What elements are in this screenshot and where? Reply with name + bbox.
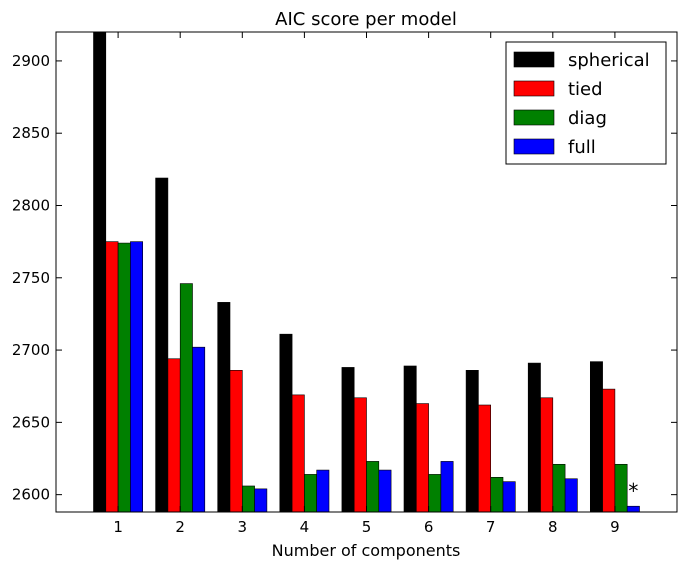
y-tick-label: 2750 <box>12 269 50 287</box>
bar-spherical-1 <box>93 31 107 513</box>
x-tick-label: 7 <box>486 518 496 536</box>
annotation-layer: * <box>628 479 638 503</box>
x-tick-label: 3 <box>238 518 248 536</box>
bar-diag-7 <box>490 476 504 513</box>
x-axis-ticks: 1 2 3 4 5 6 7 8 9 <box>113 32 620 536</box>
y-tick-label: 2850 <box>12 124 50 142</box>
y-tick-label: 2700 <box>12 341 50 359</box>
bars-layer <box>93 31 640 513</box>
legend-label-diag: diag <box>568 108 607 129</box>
y-tick-label: 2650 <box>12 413 50 431</box>
y-tick-label: 2600 <box>12 486 50 504</box>
best-model-marker: * <box>628 479 638 503</box>
bar-tied-5 <box>353 397 367 513</box>
x-tick-label: 2 <box>175 518 185 536</box>
x-axis-label: Number of components <box>272 541 461 560</box>
plot-frame <box>55 31 678 513</box>
x-tick-label: 9 <box>610 518 620 536</box>
legend-swatch-spherical <box>513 51 555 68</box>
legend-swatch-full <box>513 138 555 155</box>
bar-tied-6 <box>415 403 429 513</box>
bar-full-3 <box>254 488 268 513</box>
bar-diag-3 <box>242 485 255 513</box>
bar-spherical-3 <box>217 302 231 513</box>
bar-spherical-4 <box>279 333 293 513</box>
legend-label-full: full <box>568 137 596 158</box>
bar-full-4 <box>316 469 330 513</box>
bar-full-2 <box>192 346 206 513</box>
bar-diag-2 <box>179 283 193 513</box>
bar-full-8 <box>564 478 578 513</box>
bar-full-5 <box>378 469 392 513</box>
bar-spherical-2 <box>155 177 169 513</box>
bar-spherical-9 <box>589 361 603 513</box>
chart-title: AIC score per model <box>275 9 457 30</box>
bar-tied-4 <box>291 394 305 513</box>
bar-tied-9 <box>602 388 616 513</box>
legend-swatch-diag <box>513 109 555 126</box>
x-tick-label: 6 <box>424 518 434 536</box>
bar-diag-6 <box>428 474 442 513</box>
x-tick-label: 4 <box>300 518 310 536</box>
bar-tied-7 <box>478 404 491 513</box>
bar-tied-1 <box>105 241 119 513</box>
legend-swatch-tied <box>513 80 555 97</box>
bar-spherical-8 <box>527 362 541 513</box>
bar-spherical-5 <box>341 367 355 513</box>
bar-spherical-6 <box>403 365 417 513</box>
bar-diag-1 <box>117 242 131 513</box>
bar-diag-5 <box>366 461 380 513</box>
legend-label-tied: tied <box>568 79 603 100</box>
bar-full-1 <box>130 241 143 513</box>
bar-full-6 <box>440 461 454 513</box>
legend-label-spherical: spherical <box>568 50 650 71</box>
bar-tied-2 <box>167 358 181 513</box>
bar-diag-4 <box>304 474 317 513</box>
bar-full-9 <box>626 505 640 513</box>
x-tick-label: 5 <box>362 518 372 536</box>
x-tick-label: 8 <box>548 518 558 536</box>
bar-tied-3 <box>229 370 243 513</box>
y-tick-label: 2900 <box>12 52 50 70</box>
x-tick-label: 1 <box>113 518 123 536</box>
bar-tied-8 <box>540 397 554 513</box>
bar-diag-8 <box>552 463 566 513</box>
y-axis-ticks: 2600 2650 2700 2750 2800 2850 2900 <box>12 52 677 504</box>
bar-diag-9 <box>614 463 628 513</box>
bar-full-7 <box>502 481 516 513</box>
bar-spherical-7 <box>465 370 479 513</box>
y-tick-label: 2800 <box>12 196 50 214</box>
legend: spherical tied diag full <box>505 41 667 165</box>
